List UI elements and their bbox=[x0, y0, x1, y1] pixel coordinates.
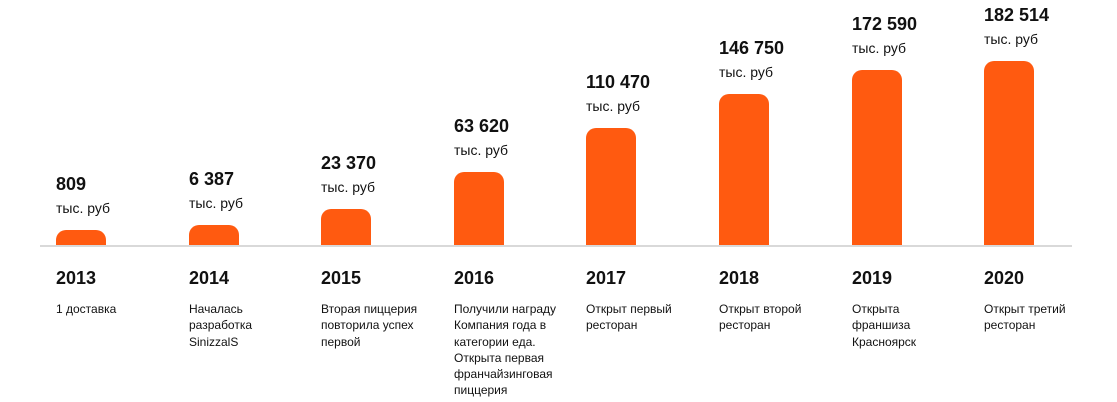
chart-baseline bbox=[40, 245, 1072, 247]
unit-label-2013: тыс. руб bbox=[56, 200, 111, 216]
year-label-2018: 2018 bbox=[719, 268, 760, 288]
bar-2017 bbox=[586, 128, 636, 245]
year-label-2017: 2017 bbox=[586, 268, 627, 288]
unit-label-2014: тыс. руб bbox=[189, 195, 244, 211]
bar-2013 bbox=[56, 230, 106, 245]
value-label-2013: 809 bbox=[56, 174, 87, 194]
milestone-description-2014: Началась разработка SinizzalS bbox=[189, 302, 253, 349]
bar-2016 bbox=[454, 172, 504, 245]
milestone-description-2018: Открыт второй ресторан bbox=[719, 302, 802, 333]
value-label-2016: 63 620 bbox=[454, 116, 510, 136]
bar-2015 bbox=[321, 209, 371, 245]
value-label-2014: 6 387 bbox=[189, 169, 235, 189]
value-label-2017: 110 470 bbox=[586, 72, 651, 92]
bar-2018 bbox=[719, 94, 769, 245]
year-label-2015: 2015 bbox=[321, 268, 362, 288]
value-label-2015: 23 370 bbox=[321, 153, 377, 173]
value-label-2020: 182 514 bbox=[984, 5, 1050, 25]
year-label-2013: 2013 bbox=[56, 268, 97, 288]
unit-label-2016: тыс. руб bbox=[454, 142, 509, 158]
year-label-2016: 2016 bbox=[454, 268, 495, 288]
year-label-2019: 2019 bbox=[852, 268, 893, 288]
bar-2014 bbox=[189, 225, 239, 245]
value-label-2019: 172 590 bbox=[852, 14, 918, 34]
milestone-description-2015: Вторая пиццерия повторила успех первой bbox=[321, 302, 418, 349]
milestone-description-2017: Открыт первый ресторан bbox=[586, 302, 672, 333]
bar-2020 bbox=[984, 61, 1034, 245]
year-label-2014: 2014 bbox=[189, 268, 230, 288]
milestone-description-2016: Получили награду Компания года в категор… bbox=[454, 302, 557, 398]
unit-label-2017: тыс. руб bbox=[586, 98, 641, 114]
milestone-description-2020: Открыт третий ресторан bbox=[984, 302, 1066, 333]
value-label-2018: 146 750 bbox=[719, 38, 785, 58]
milestone-description-2019: Открыта франшиза Красноярск bbox=[852, 302, 917, 349]
bar-2019 bbox=[852, 70, 902, 245]
year-label-2020: 2020 bbox=[984, 268, 1025, 288]
unit-label-2018: тыс. руб bbox=[719, 64, 774, 80]
unit-label-2019: тыс. руб bbox=[852, 40, 907, 56]
milestone-description-2013: 1 доставка bbox=[56, 302, 117, 316]
unit-label-2020: тыс. руб bbox=[984, 31, 1039, 47]
unit-label-2015: тыс. руб bbox=[321, 179, 376, 195]
